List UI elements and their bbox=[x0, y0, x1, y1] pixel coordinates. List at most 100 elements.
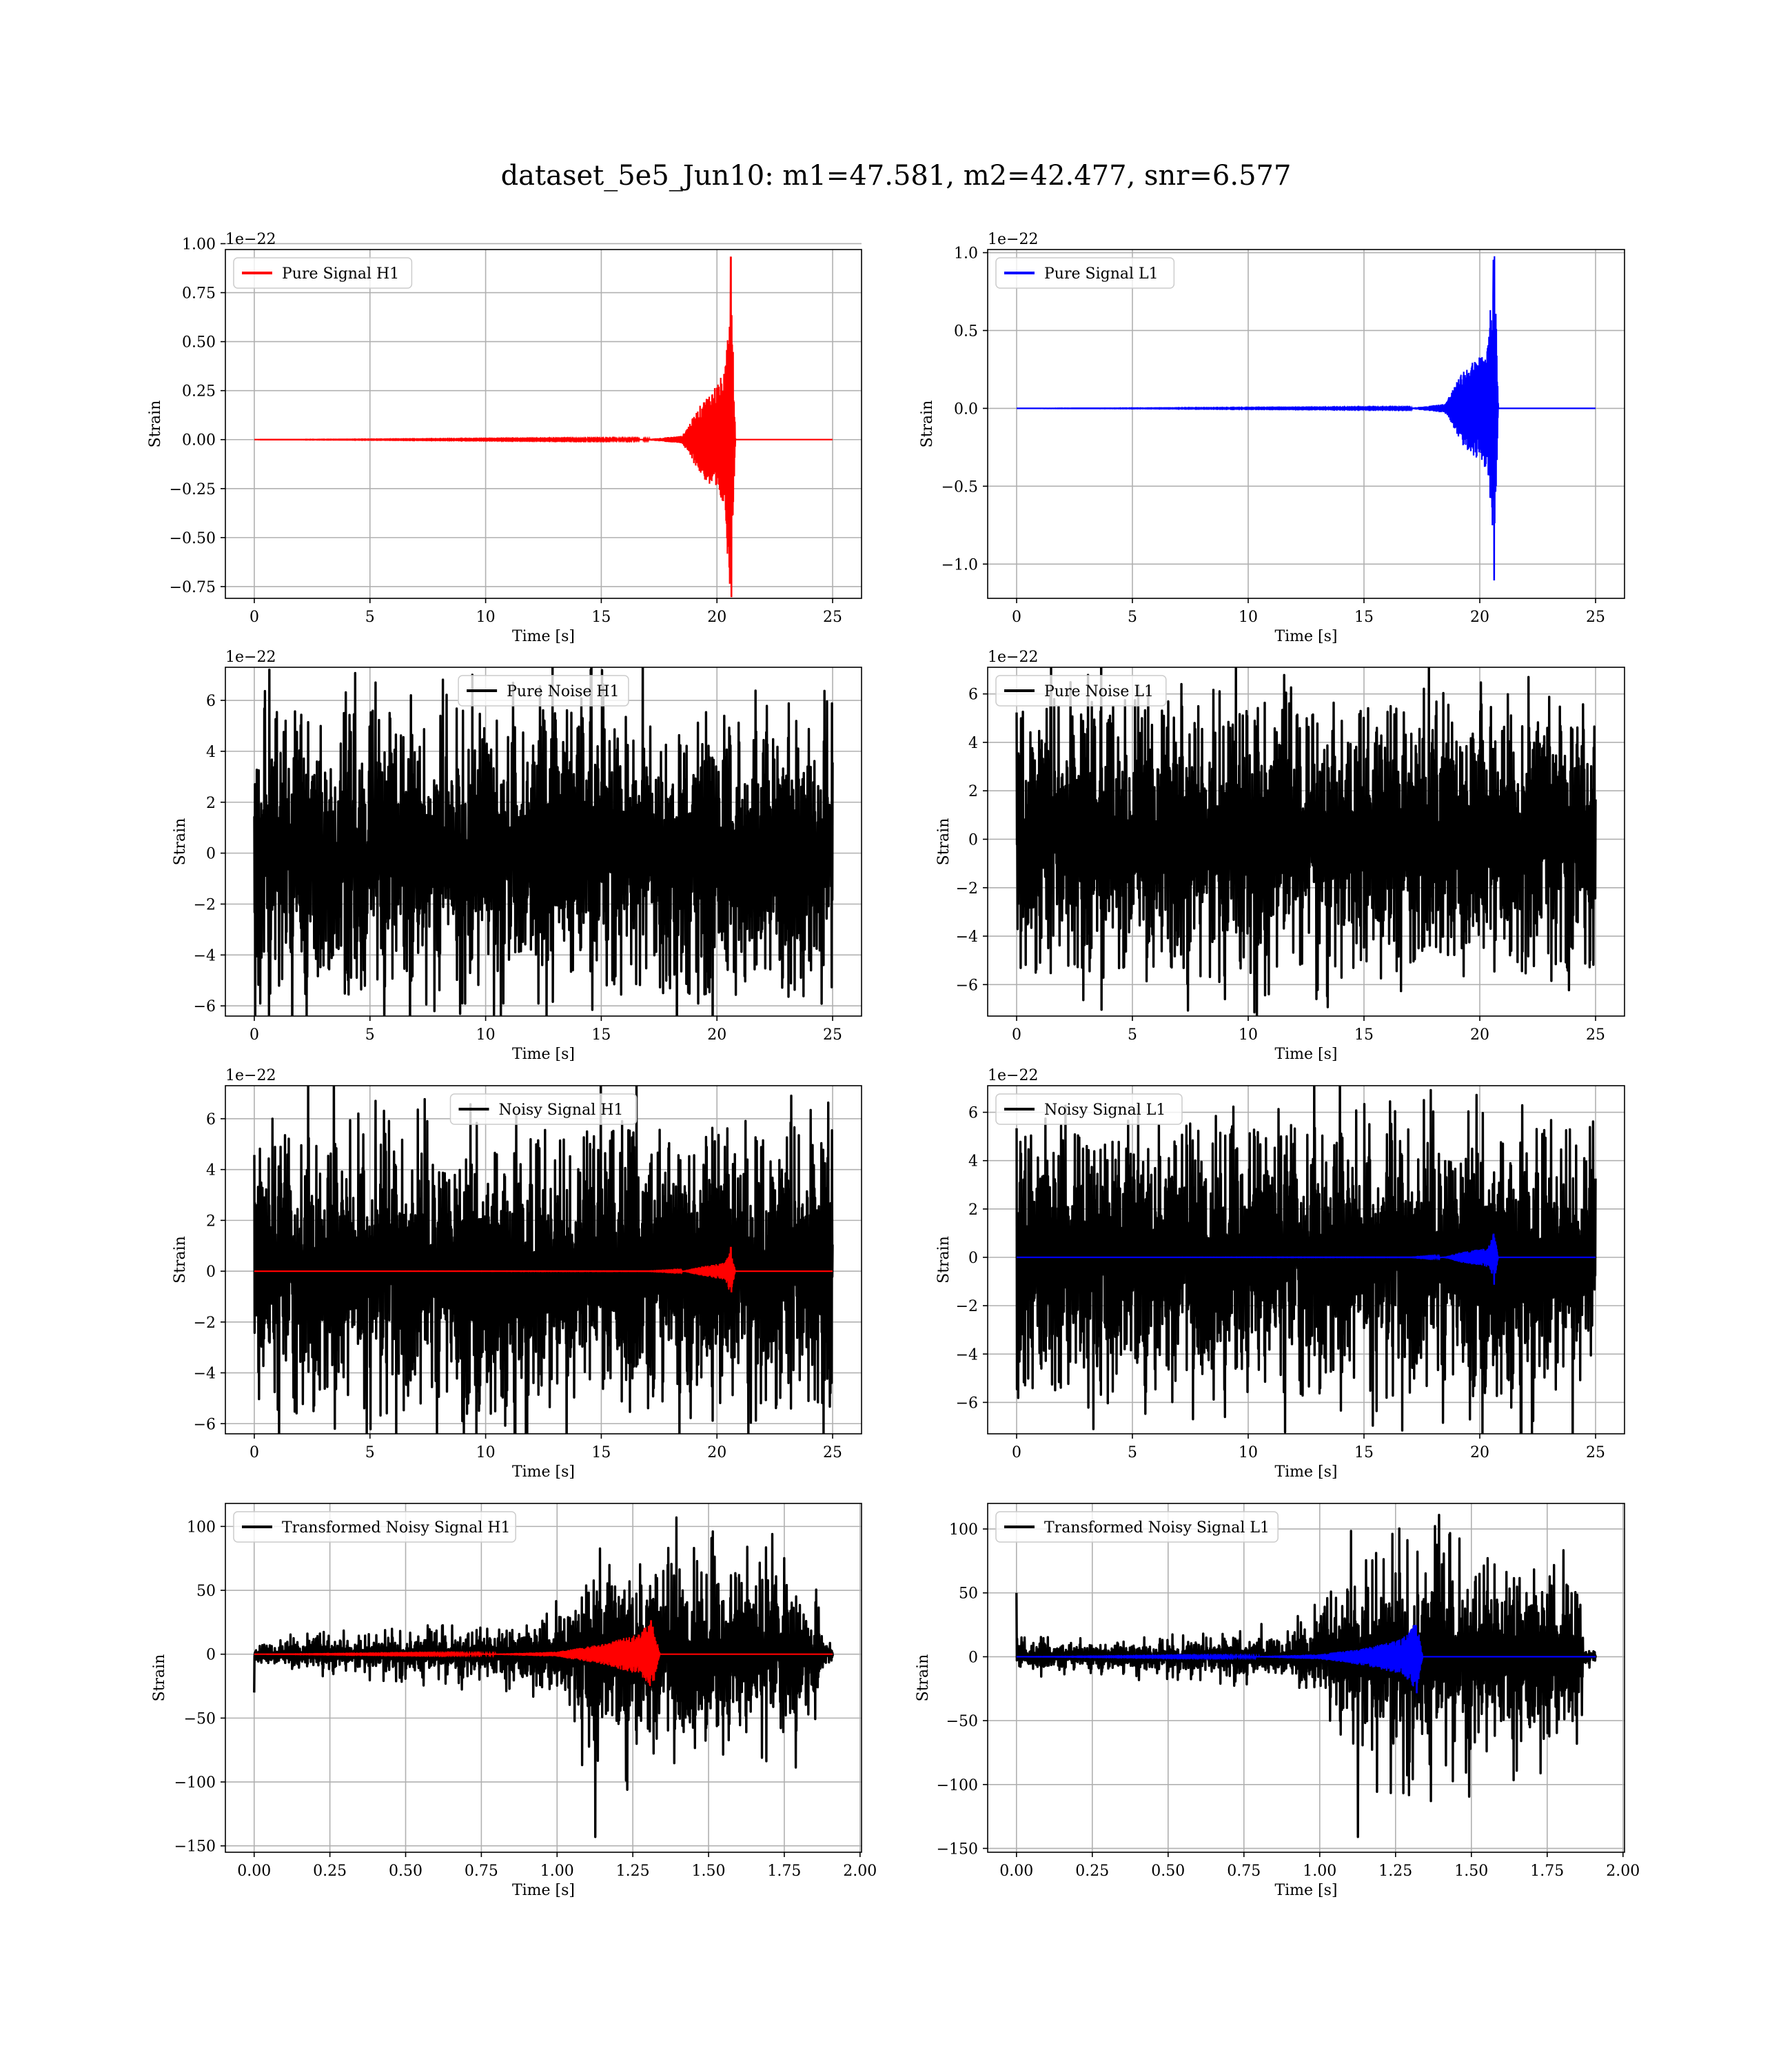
panel-pure-signal-h1: 0 5 10 15 20 25 −0.75 −0.50 −0.25 0.00 0.25 0.50 0.7… bbox=[147, 231, 862, 645]
y-tick-label: 2 bbox=[206, 1213, 216, 1230]
x-axis-label: Time [s] bbox=[1274, 628, 1337, 645]
x-tick-label: 20 bbox=[707, 609, 726, 626]
axes-frame bbox=[225, 249, 862, 599]
y-tick-label: 4 bbox=[206, 744, 216, 761]
x-tick-label: 10 bbox=[476, 1444, 496, 1461]
y-tick-label: 0.25 bbox=[182, 383, 216, 401]
x-tick-label: 10 bbox=[476, 1026, 496, 1044]
y-tick-label: −50 bbox=[184, 1710, 216, 1727]
y-axis-label: Strain bbox=[172, 1236, 189, 1284]
y-tick-label: 0.75 bbox=[182, 285, 216, 303]
series-noise bbox=[1015, 1086, 1597, 1434]
legend-label: Noisy Signal L1 bbox=[1044, 1102, 1165, 1119]
x-tick-label: 25 bbox=[1586, 1444, 1605, 1461]
y-tick-label: −2 bbox=[956, 1298, 978, 1315]
x-tick-label: 20 bbox=[1470, 1444, 1489, 1461]
x-tick-label: 15 bbox=[1354, 1026, 1374, 1044]
x-tick-label: 0 bbox=[250, 1026, 259, 1044]
y-tick-label: −6 bbox=[194, 998, 216, 1015]
panel-transformed-noisy-signal-h1: 0.00 0.25 0.50 0.75 1.00 1.25 1.50 1.75 2.00 −150… bbox=[151, 1503, 877, 1899]
x-tick-label: 15 bbox=[1354, 609, 1374, 626]
x-tick-label: 20 bbox=[1470, 609, 1489, 626]
x-tick-label: 20 bbox=[707, 1026, 726, 1044]
plot-area bbox=[1015, 1086, 1597, 1434]
plot-area bbox=[254, 256, 833, 598]
series-blue-signal bbox=[1017, 1233, 1596, 1285]
y-tick-label: −0.5 bbox=[941, 478, 978, 496]
legend: Transformed Noisy Signal H1 bbox=[233, 1511, 516, 1543]
x-tick-label: 20 bbox=[707, 1444, 726, 1461]
y-tick-label: −4 bbox=[956, 929, 978, 946]
legend-label: Transformed Noisy Signal H1 bbox=[282, 1519, 511, 1537]
y-tick-label: −1.0 bbox=[941, 556, 978, 574]
x-tick-label: 0 bbox=[250, 609, 259, 626]
y-tick-label: 50 bbox=[196, 1583, 216, 1600]
y-tick-label: 0.5 bbox=[954, 323, 978, 340]
y-axis-label: Strain bbox=[935, 818, 953, 866]
y-tick-label: 2 bbox=[968, 1202, 978, 1219]
x-tick-label: 5 bbox=[365, 609, 375, 626]
series-red-signal bbox=[254, 1246, 833, 1292]
x-tick-label: 15 bbox=[1354, 1444, 1374, 1461]
y-tick-label: 2 bbox=[206, 795, 216, 812]
x-tick-label: 0.25 bbox=[313, 1863, 347, 1880]
y-axis-label: Strain bbox=[935, 1236, 953, 1284]
x-tick-label: 25 bbox=[1586, 1026, 1605, 1044]
plot-area bbox=[1015, 1514, 1597, 1838]
x-tick-label: 2.00 bbox=[843, 1863, 877, 1880]
axis-offset-text: 1e−22 bbox=[988, 649, 1038, 666]
x-tick-label: 10 bbox=[1239, 1444, 1258, 1461]
x-tick-label: 5 bbox=[1128, 609, 1137, 626]
x-tick-label: 10 bbox=[1239, 609, 1258, 626]
x-axis-label: Time [s] bbox=[1274, 1882, 1337, 1899]
series-blue-signal bbox=[1017, 256, 1596, 580]
x-tick-label: 1.25 bbox=[616, 1863, 650, 1880]
axes-frame bbox=[987, 1085, 1625, 1435]
axis-offset-text: 1e−22 bbox=[988, 1067, 1038, 1084]
y-tick-label: 2 bbox=[968, 783, 978, 800]
y-tick-label: 6 bbox=[968, 1105, 978, 1122]
legend: Pure Signal L1 bbox=[995, 257, 1175, 289]
x-tick-label: 10 bbox=[476, 609, 496, 626]
y-tick-label: −2 bbox=[194, 896, 216, 913]
x-tick-label: 20 bbox=[1470, 1026, 1489, 1044]
figure-title: dataset_5e5_Jun10: m1=47.581, m2=42.477,… bbox=[501, 160, 1292, 192]
y-tick-label: 0.50 bbox=[182, 334, 216, 352]
series-red-signal bbox=[254, 256, 833, 598]
x-axis-label: Time [s] bbox=[512, 628, 575, 645]
legend: Noisy Signal L1 bbox=[995, 1093, 1183, 1125]
y-tick-label: 0 bbox=[206, 1264, 216, 1281]
y-tick-label: −0.50 bbox=[170, 530, 216, 547]
x-axis-label: Time [s] bbox=[512, 1463, 575, 1481]
x-tick-label: 1.00 bbox=[1303, 1863, 1336, 1880]
axes-frame bbox=[225, 1085, 862, 1435]
panel-pure-noise-l1: 0 5 10 15 20 25 −6 −4 −2 0 2 4 6 Time [s] Strain 1e−22 P… bbox=[935, 649, 1625, 1063]
legend: Noisy Signal H1 bbox=[449, 1093, 638, 1125]
legend: Transformed Noisy Signal L1 bbox=[995, 1511, 1279, 1543]
x-tick-label: 5 bbox=[1128, 1026, 1137, 1044]
series-blue-signal bbox=[1016, 1625, 1596, 1694]
legend-label: Pure Signal H1 bbox=[282, 265, 399, 283]
x-tick-label: 25 bbox=[823, 1444, 842, 1461]
series-noise bbox=[253, 1086, 834, 1434]
x-tick-label: 0.00 bbox=[999, 1863, 1033, 1880]
y-tick-label: −4 bbox=[956, 1346, 978, 1364]
panel-noisy-signal-h1: 0 5 10 15 20 25 −6 −4 −2 0 2 4 6 Time [s] Strain 1e−22 N… bbox=[172, 1067, 862, 1481]
x-tick-label: 1.25 bbox=[1378, 1863, 1412, 1880]
y-tick-label: −50 bbox=[946, 1713, 978, 1730]
series-red-signal bbox=[254, 1620, 833, 1687]
legend-box bbox=[995, 1093, 1183, 1125]
legend-label: Pure Noise L1 bbox=[1044, 683, 1154, 700]
axes-frame bbox=[987, 1503, 1625, 1853]
y-tick-label: 1.0 bbox=[954, 245, 978, 263]
x-tick-label: 5 bbox=[1128, 1444, 1137, 1461]
x-tick-label: 0 bbox=[250, 1444, 259, 1461]
x-tick-label: 2.00 bbox=[1606, 1863, 1640, 1880]
y-tick-label: −0.25 bbox=[170, 481, 216, 498]
y-axis-label: Strain bbox=[147, 401, 164, 448]
x-tick-label: 15 bbox=[591, 1026, 611, 1044]
panel-transformed-noisy-signal-l1: 0.00 0.25 0.50 0.75 1.00 1.25 1.50 1.75 2.00 −150… bbox=[915, 1503, 1640, 1899]
y-tick-label: 6 bbox=[206, 1111, 216, 1128]
series-noise bbox=[1015, 1514, 1597, 1838]
y-tick-label: 0 bbox=[968, 1649, 978, 1666]
